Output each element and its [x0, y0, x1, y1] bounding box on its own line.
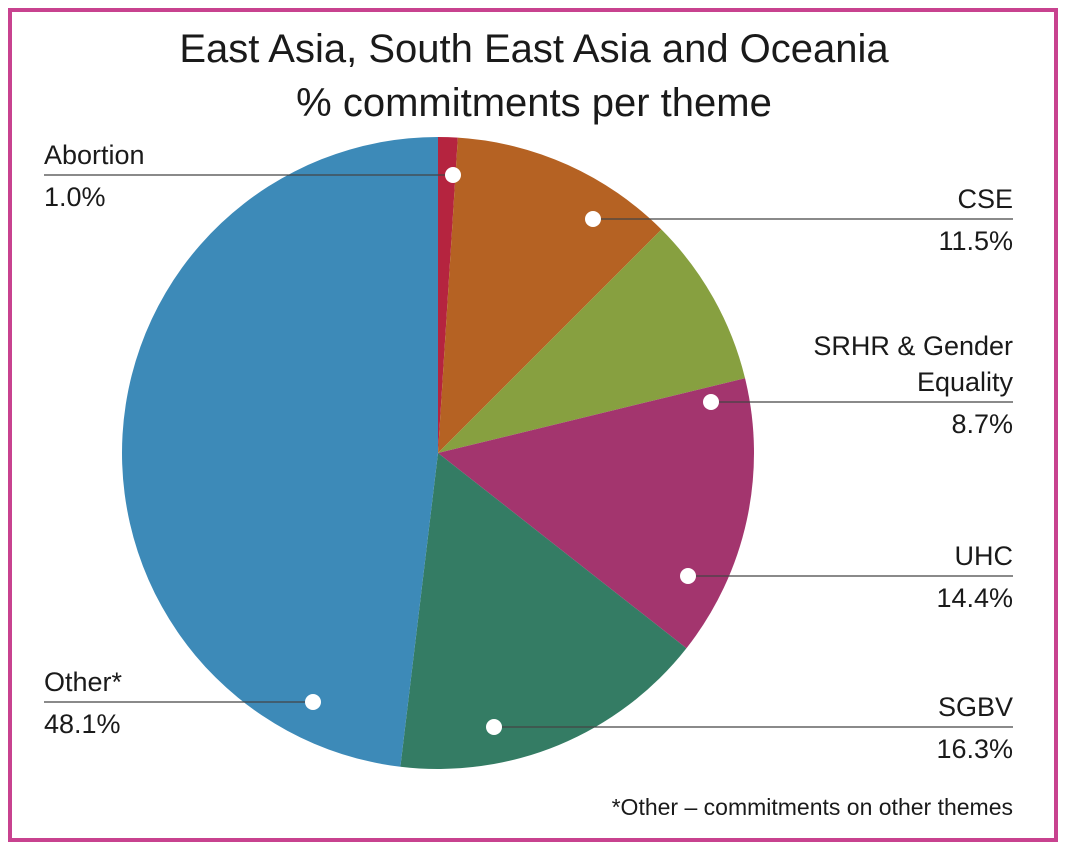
leader-dot [680, 568, 696, 584]
leader-dot [703, 394, 719, 410]
value-label: 1.0% [44, 182, 106, 212]
chart-title: East Asia, South East Asia and Oceania [179, 27, 889, 71]
pie-slice [438, 137, 662, 454]
slice-label: SGBV [937, 692, 1013, 722]
pie-slice [438, 229, 746, 453]
leader-dot [486, 719, 502, 735]
leader-dot [305, 694, 321, 710]
leader-dot [585, 211, 601, 227]
value-label: 8.7% [951, 409, 1013, 439]
pie-slice [400, 453, 687, 769]
value-label: 11.5% [938, 226, 1013, 256]
value-label: 48.1% [44, 709, 121, 739]
slice-label: Other* [44, 667, 123, 697]
frame [8, 8, 1058, 842]
value-label: 16.3% [936, 734, 1013, 764]
leader-dot [445, 167, 461, 183]
value-label: 14.4% [936, 583, 1013, 613]
slice-label: CSE [957, 184, 1013, 214]
pie-slice [438, 137, 458, 453]
pie-slice [121, 136, 439, 767]
slice-label: UHC [954, 541, 1014, 571]
chart-subtitle: % commitments per theme [296, 81, 772, 125]
footnote: *Other – commitments on other themes [611, 794, 1013, 820]
slice-label: Abortion [44, 140, 145, 170]
pie-slice [438, 378, 755, 649]
slice-label: SRHR & Gender Equality [813, 331, 1013, 397]
